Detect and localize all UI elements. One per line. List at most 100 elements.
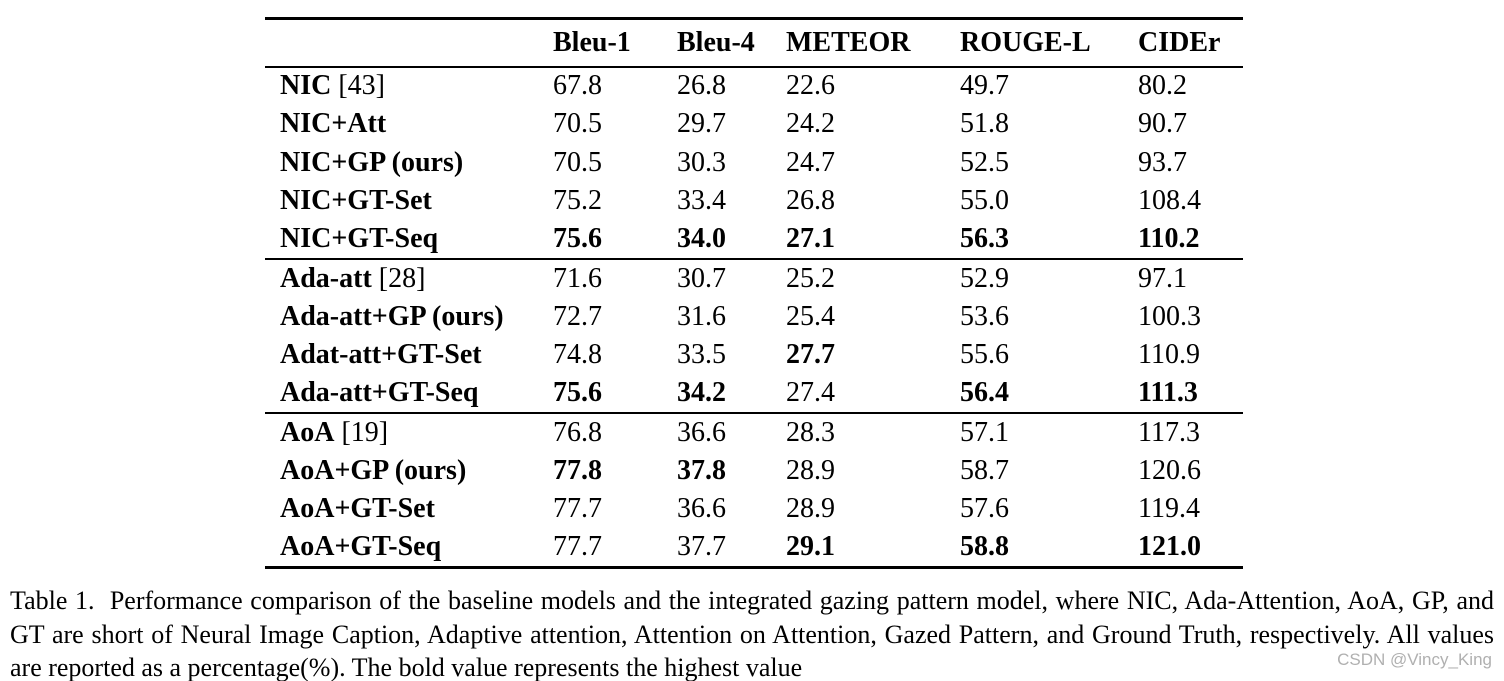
metric-value: 53.6 <box>960 300 1009 332</box>
row-label: NIC+Att <box>265 105 553 144</box>
metric-value: 29.1 <box>786 531 835 562</box>
table-row: AoA+GT-Seq 77.7 37.7 29.1 58.8 121.0 <box>265 529 1243 568</box>
row-label: Ada-att+GP (ours) <box>265 298 553 337</box>
metric-value: 117.3 <box>1138 416 1200 448</box>
table-row: NIC+GT-Set 75.2 33.4 26.8 55.0 108.4 <box>265 182 1243 221</box>
table-row: AoA [19] 76.8 36.6 28.3 57.1 117.3 <box>265 413 1243 452</box>
metric-value: 27.1 <box>786 223 835 255</box>
metric-value: 36.6 <box>677 493 726 525</box>
metric-value: 77.8 <box>553 454 602 486</box>
metric-value: 58.7 <box>960 454 1009 486</box>
metric-value: 52.9 <box>960 262 1009 294</box>
metric-value: 27.4 <box>786 377 835 409</box>
row-label: AoA+GT-Set <box>265 490 553 529</box>
metric-value: 26.8 <box>677 70 726 102</box>
table-row: Ada-att+GT-Seq 75.6 34.2 27.4 56.4 111.3 <box>265 375 1243 414</box>
metric-value: 25.2 <box>786 262 835 294</box>
metric-value: 72.7 <box>553 300 602 332</box>
results-table: Bleu-1 Bleu-4 METEOR ROUGE-L CIDEr NIC [43] 6… <box>265 17 1243 569</box>
metric-value: 31.6 <box>677 300 726 332</box>
model-name: Ada-att+GT-Seq <box>280 377 479 409</box>
table-caption: Table 1. Performance comparison of the b… <box>10 586 1494 681</box>
metric-value: 70.5 <box>553 108 602 140</box>
table-row: NIC [43] 67.8 26.8 22.6 49.7 80.2 <box>265 67 1243 106</box>
metric-value: 29.7 <box>677 108 726 140</box>
metric-value: 56.3 <box>960 223 1009 255</box>
row-label: NIC+GP (ours) <box>265 144 553 183</box>
metric-value: 36.6 <box>677 416 726 448</box>
model-name: AoA+GT-Set <box>280 493 435 525</box>
table-header-row: Bleu-1 Bleu-4 METEOR ROUGE-L CIDEr <box>265 19 1243 67</box>
metric-value: 110.9 <box>1138 339 1200 371</box>
model-name: AoA+GT-Seq <box>280 531 442 562</box>
metric-value: 27.7 <box>786 339 835 371</box>
metric-value: 55.6 <box>960 339 1009 371</box>
metric-value: 30.3 <box>677 146 726 178</box>
metric-value: 108.4 <box>1138 185 1201 217</box>
metric-value: 28.3 <box>786 416 835 448</box>
column-header: ROUGE-L <box>960 26 1091 58</box>
metric-value: 28.9 <box>786 493 835 525</box>
column-header: Bleu-1 <box>553 26 631 58</box>
metric-value: 34.0 <box>677 223 726 255</box>
metric-value: 51.8 <box>960 108 1009 140</box>
metric-value: 71.6 <box>553 262 602 294</box>
metric-value: 58.8 <box>960 531 1009 562</box>
metric-value: 90.7 <box>1138 108 1187 140</box>
table-row: NIC+Att 70.5 29.7 24.2 51.8 90.7 <box>265 105 1243 144</box>
metric-value: 100.3 <box>1138 300 1201 332</box>
table-group: Ada-att [28] 71.6 30.7 25.2 52.9 97.1 Ada-att+… <box>265 259 1243 413</box>
table-row: Ada-att+GP (ours) 72.7 31.6 25.4 53.6 100.3 <box>265 298 1243 337</box>
column-header: METEOR <box>786 26 911 58</box>
metric-value: 30.7 <box>677 262 726 294</box>
metric-value: 110.2 <box>1138 223 1200 255</box>
row-label: NIC+GT-Set <box>265 182 553 221</box>
metric-value: 37.8 <box>677 454 726 486</box>
metric-value: 57.6 <box>960 493 1009 525</box>
table-row: Ada-att [28] 71.6 30.7 25.2 52.9 97.1 <box>265 259 1243 298</box>
column-header: Bleu-4 <box>677 26 755 58</box>
row-label: Ada-att+GT-Seq <box>265 375 553 414</box>
metric-value: 119.4 <box>1138 493 1200 525</box>
metric-value: 34.2 <box>677 377 726 409</box>
model-name: NIC+GP (ours) <box>280 146 464 178</box>
table-head: Bleu-1 Bleu-4 METEOR ROUGE-L CIDEr <box>265 19 1243 67</box>
metric-value: 121.0 <box>1138 531 1201 562</box>
metric-value: 97.1 <box>1138 262 1187 294</box>
metric-value: 28.9 <box>786 454 835 486</box>
table-row: Adat-att+GT-Set 74.8 33.5 27.7 55.6 110.9 <box>265 336 1243 375</box>
model-name: Ada-att <box>280 262 372 294</box>
model-name: Ada-att+GP (ours) <box>280 300 504 332</box>
row-label: NIC+GT-Seq <box>265 221 553 260</box>
metric-value: 67.8 <box>553 70 602 102</box>
metric-value: 93.7 <box>1138 146 1187 178</box>
metric-value: 75.2 <box>553 185 602 217</box>
table-row: AoA+GP (ours) 77.8 37.8 28.9 58.7 120.6 <box>265 452 1243 491</box>
metric-value: 24.7 <box>786 146 835 178</box>
table-group: NIC [43] 67.8 26.8 22.6 49.7 80.2 NIC+Att 70.5 2… <box>265 66 1243 260</box>
model-name: NIC+Att <box>280 108 387 140</box>
metric-value: 33.5 <box>677 339 726 371</box>
metric-value: 56.4 <box>960 377 1009 409</box>
metric-value: 74.8 <box>553 339 602 371</box>
row-label: AoA [19] <box>265 413 553 452</box>
metric-value: 33.4 <box>677 185 726 217</box>
table-row: NIC+GP (ours) 70.5 30.3 24.7 52.5 93.7 <box>265 144 1243 183</box>
column-header: CIDEr <box>1138 26 1221 58</box>
metric-value: 80.2 <box>1138 70 1187 102</box>
table-row: AoA+GT-Set 77.7 36.6 28.9 57.6 119.4 <box>265 490 1243 529</box>
metric-value: 120.6 <box>1138 454 1201 486</box>
metric-value: 24.2 <box>786 108 835 140</box>
row-label: AoA+GT-Seq <box>265 529 553 568</box>
row-label: Adat-att+GT-Set <box>265 336 553 375</box>
metric-value: 55.0 <box>960 185 1009 217</box>
citation-ref: [28] <box>371 262 426 294</box>
watermark: CSDN @Vincy_King <box>1337 650 1492 669</box>
metric-value: 76.8 <box>553 416 602 448</box>
metric-value: 57.1 <box>960 416 1009 448</box>
model-name: Adat-att+GT-Set <box>280 339 482 371</box>
metric-value: 77.7 <box>553 531 602 562</box>
model-name: NIC+GT-Seq <box>280 223 439 255</box>
model-name: NIC <box>280 70 332 102</box>
metric-value: 77.7 <box>553 493 602 525</box>
